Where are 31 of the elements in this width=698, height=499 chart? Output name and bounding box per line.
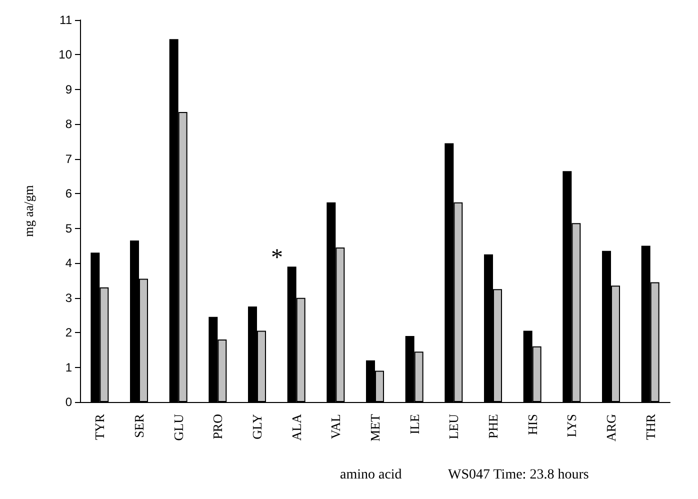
- x-tick-label: PRO: [210, 414, 226, 440]
- x-tick-label: VAL: [328, 414, 344, 440]
- y-tick-label: 5: [65, 221, 72, 236]
- x-tick-label: TYR: [92, 414, 108, 440]
- x-tick-label: LYS: [564, 414, 580, 438]
- text: WS047 Time: 23.8 hours: [448, 468, 589, 482]
- x-tick-label: MET: [368, 414, 382, 442]
- x-tick-label: HIS: [524, 414, 540, 435]
- y-tick-label: 10: [58, 48, 72, 62]
- x-tick-label: PHE: [486, 414, 500, 439]
- x-tick-label: SER: [132, 414, 146, 438]
- y-tick-label: 11: [60, 13, 72, 27]
- x-tick-label: ILE: [406, 414, 422, 434]
- x-tick-label: ARG: [604, 414, 618, 442]
- x-tick-label: LEU: [446, 413, 462, 440]
- y-tick-label: 6: [65, 186, 72, 201]
- annotation: *: [271, 245, 283, 271]
- x-axis-title: amino acid: [340, 468, 402, 482]
- y-tick-label: 8: [65, 117, 72, 132]
- y-tick-label: 1: [65, 360, 72, 374]
- x-tick-label: ALA: [288, 413, 304, 441]
- y-tick-label: 3: [65, 290, 72, 305]
- y-tick-label: 0: [65, 395, 72, 409]
- y-axis-title: mg aa/gm: [21, 185, 36, 237]
- y-tick-label: 7: [65, 152, 72, 166]
- y-tick-label: 4: [65, 256, 72, 270]
- x-tick-label: THR: [642, 414, 658, 440]
- x-tick-label: GLU: [170, 413, 186, 441]
- y-tick-label: 9: [65, 82, 72, 96]
- x-tick-label: GLY: [250, 413, 264, 440]
- y-tick-label: 2: [65, 326, 72, 340]
